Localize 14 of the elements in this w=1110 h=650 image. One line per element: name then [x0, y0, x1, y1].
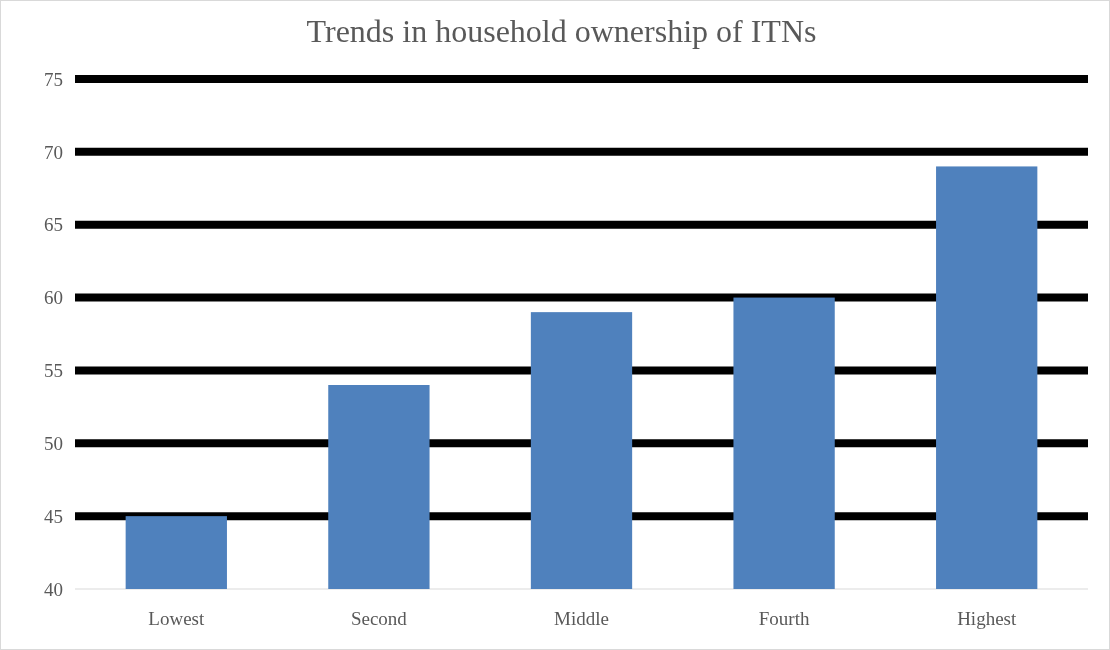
x-tick-label: Second [350, 608, 408, 629]
y-tick-label: 45 [44, 505, 63, 527]
x-tick-label: Highest [957, 608, 1017, 629]
y-tick-label: 40 [44, 578, 63, 600]
y-tick-label: 70 [44, 141, 63, 163]
y-tick-label: 60 [44, 287, 63, 309]
y-tick-label: 65 [44, 214, 63, 236]
y-tick-label: 50 [44, 432, 63, 454]
x-tick-label: Middle [554, 608, 609, 629]
y-tick-label: 75 [44, 68, 63, 90]
y-tick-label: 55 [44, 360, 63, 382]
x-tick-label: Lowest [148, 608, 205, 629]
x-tick-label: Fourth [758, 608, 810, 629]
chart-title: Trends in household ownership of ITNs [306, 13, 817, 49]
